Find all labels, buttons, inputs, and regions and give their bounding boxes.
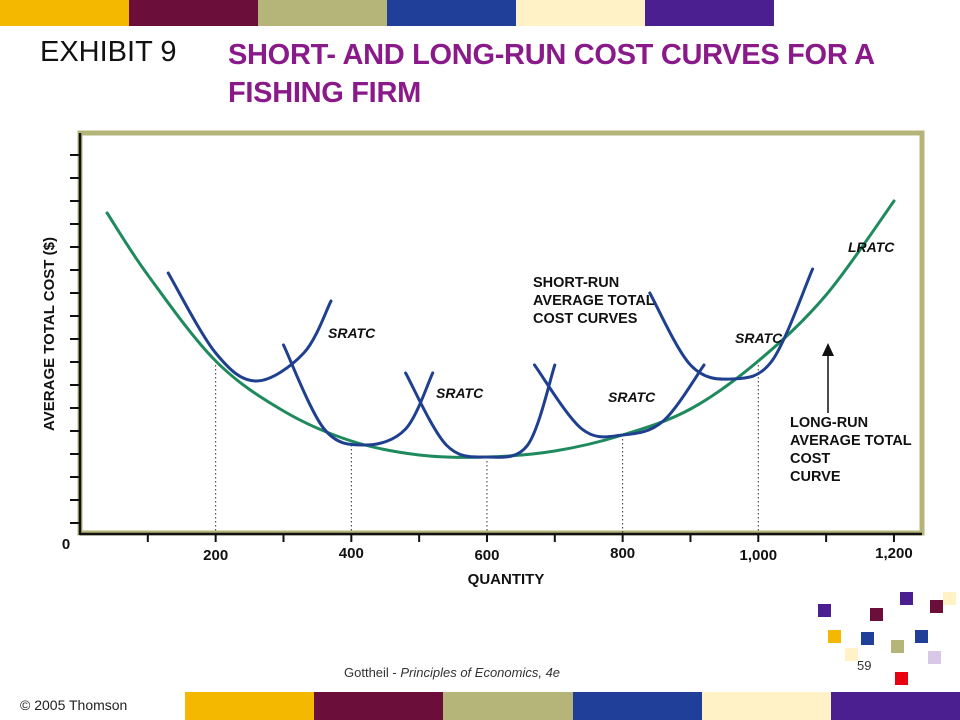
decor-square — [870, 608, 883, 621]
annotation-arrowhead — [822, 343, 834, 356]
bottom-bar-segment — [314, 692, 444, 720]
decor-square — [928, 651, 941, 664]
decor-square — [818, 604, 831, 617]
top-color-bar — [0, 0, 960, 26]
sratc-curve — [533, 363, 706, 439]
top-bar-segment — [516, 0, 645, 26]
decor-square — [895, 672, 908, 685]
decor-square — [900, 592, 913, 605]
page-number: 59 — [857, 658, 872, 673]
top-bar-segment — [774, 0, 960, 26]
bottom-bar-segment — [443, 692, 573, 720]
origin-label: 0 — [62, 536, 70, 553]
long-run-curve-annotation: LONG-RUN AVERAGE TOTAL COST CURVE — [790, 415, 912, 485]
decor-square — [930, 600, 943, 613]
x-tick-label: 400 — [339, 545, 364, 562]
sratc-label: SRATC — [735, 330, 783, 346]
x-tick-label: 600 — [474, 547, 499, 564]
y-axis-title: AVERAGE TOTAL COST ($) — [41, 237, 58, 431]
copyright-notice: © 2005 Thomson — [20, 697, 128, 713]
x-tick-label: 1,000 — [740, 547, 778, 564]
bottom-bar-segment — [701, 692, 831, 720]
bottom-color-bar — [185, 692, 960, 720]
lratc-label: LRATC — [848, 239, 895, 255]
top-bar-segment — [387, 0, 516, 26]
x-tick-label: 1,200 — [875, 545, 913, 562]
decor-square — [861, 632, 874, 645]
source-book-title: Principles of Economics, 4e — [400, 665, 561, 680]
sratc-label: SRATC — [436, 385, 484, 401]
sratc-curve — [166, 271, 333, 383]
top-bar-segment — [645, 0, 774, 26]
x-tick-label: 200 — [203, 547, 228, 564]
exhibit-label: EXHIBIT 9 — [40, 36, 177, 68]
source-citation: Gottheil - Principles of Economics, 4e — [344, 665, 560, 680]
bottom-bar-segment — [185, 692, 315, 720]
sratc-curve — [648, 267, 815, 381]
decor-square — [845, 648, 858, 661]
decor-square — [943, 592, 956, 605]
sratc-label: SRATC — [608, 389, 656, 405]
bottom-bar-segment — [572, 692, 702, 720]
x-axis-title: QUANTITY — [468, 571, 545, 588]
bottom-bar-segment — [830, 692, 960, 720]
x-tick-label: 800 — [610, 545, 635, 562]
top-bar-segment — [129, 0, 258, 26]
sratc-curve — [404, 363, 557, 459]
slide-title: SHORT- AND LONG-RUN COST CURVES FOR A FI… — [228, 39, 874, 109]
decor-square — [828, 630, 841, 643]
sratc-curve — [282, 343, 435, 447]
short-run-curves-annotation: SHORT-RUN AVERAGE TOTAL COST CURVES — [533, 275, 655, 327]
decor-square — [915, 630, 928, 643]
top-bar-segment — [0, 0, 129, 26]
top-bar-segment — [258, 0, 387, 26]
source-prefix: Gottheil - — [344, 665, 401, 680]
sratc-label: SRATC — [328, 325, 376, 341]
decor-square — [891, 640, 904, 653]
